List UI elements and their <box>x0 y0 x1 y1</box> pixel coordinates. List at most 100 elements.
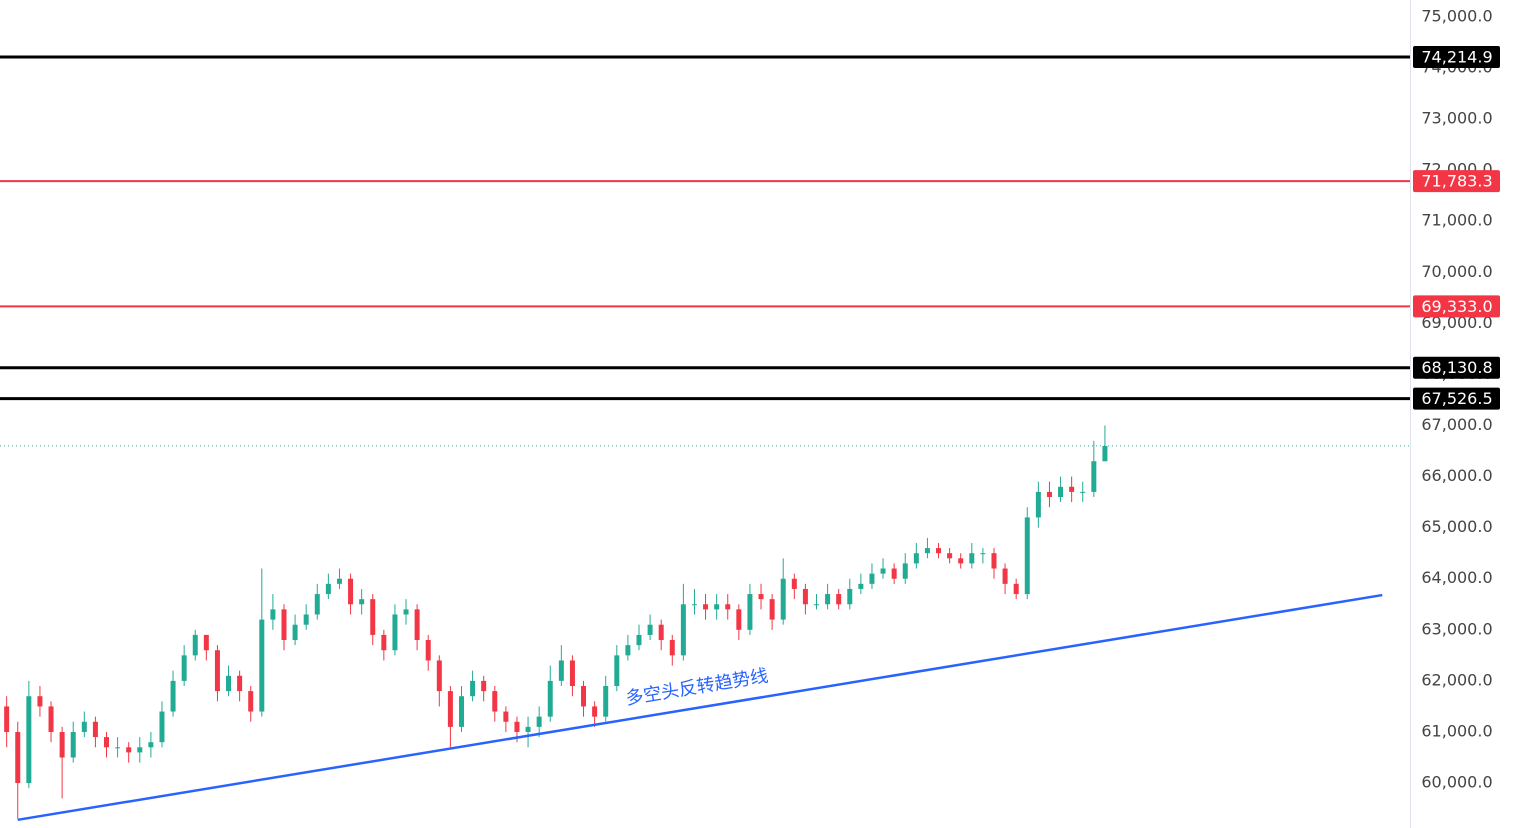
candle-body <box>1058 486 1064 498</box>
y-tick-label: 69,000.0 <box>1421 313 1492 332</box>
candle-body <box>270 609 276 620</box>
level-label-box <box>1413 387 1500 410</box>
candle-body <box>902 563 908 579</box>
candle-body <box>181 655 187 681</box>
candle-body <box>736 609 742 630</box>
candle-body <box>747 594 753 630</box>
candle-body <box>791 578 797 589</box>
candle-body <box>59 731 65 758</box>
y-tick-label: 73,000.0 <box>1421 109 1492 128</box>
y-tick-label: 70,000.0 <box>1421 262 1492 281</box>
level-label-box <box>1413 170 1500 193</box>
candle-body <box>714 604 720 610</box>
level-label-box <box>1413 45 1500 68</box>
candle-body <box>1102 445 1108 462</box>
candle-body <box>924 548 930 554</box>
candle-body <box>481 680 487 692</box>
candle-body <box>680 604 686 656</box>
candle-body <box>636 634 642 646</box>
candle-body <box>447 691 453 727</box>
candle-body <box>348 578 354 605</box>
candle-body <box>92 721 98 738</box>
candle-body <box>259 619 265 712</box>
candle-body <box>137 747 143 753</box>
candle-body <box>581 685 587 707</box>
candle-body <box>414 609 420 641</box>
candle-body <box>103 737 109 748</box>
candle-body <box>625 645 631 656</box>
candle-body <box>126 747 132 753</box>
candle-body <box>558 660 564 681</box>
candle-body <box>536 716 542 727</box>
candle-body <box>947 553 953 559</box>
candle-body <box>226 675 232 692</box>
candle-body <box>813 604 819 606</box>
candle-body <box>425 640 431 661</box>
candle-body <box>980 553 986 555</box>
candle-body <box>292 624 298 641</box>
candle-body <box>1046 491 1052 498</box>
level-label: 69,333.0 <box>1421 297 1492 316</box>
candle-body <box>780 578 786 620</box>
candle-body <box>303 614 309 625</box>
y-tick-label: 67,000.0 <box>1421 415 1492 434</box>
candle-body <box>214 650 220 692</box>
candle-body <box>1080 491 1086 493</box>
candle-body <box>37 696 43 707</box>
candle-body <box>1091 461 1097 492</box>
candle-body <box>4 706 10 732</box>
candle-body <box>503 711 509 722</box>
candle-body <box>958 558 964 564</box>
candle-body <box>825 594 831 605</box>
candle-body <box>159 711 165 743</box>
candle-body <box>758 594 764 600</box>
candle-body <box>891 568 897 579</box>
candle-body <box>769 599 775 620</box>
y-tick-label: 61,000.0 <box>1421 721 1492 740</box>
candle-body <box>15 731 21 784</box>
candle-body <box>969 553 975 564</box>
candle-body <box>192 634 198 656</box>
candle-body <box>70 731 76 758</box>
candle-body <box>26 696 32 784</box>
y-tick-label: 62,000.0 <box>1421 670 1492 689</box>
candle-body <box>470 680 476 697</box>
candle-body <box>658 624 664 641</box>
candle-body <box>48 706 54 732</box>
candle-body <box>81 721 87 732</box>
candle-body <box>115 747 121 749</box>
candle-body <box>237 675 243 692</box>
candle-body <box>248 691 254 712</box>
candle-body <box>836 594 842 605</box>
candle-body <box>647 624 653 635</box>
candle-body <box>336 578 342 584</box>
candle-body <box>880 568 886 574</box>
candle-body <box>436 660 442 692</box>
candle-body <box>203 634 209 651</box>
candle-body <box>392 614 398 651</box>
level-label: 71,783.3 <box>1421 172 1492 191</box>
y-tick-label: 60,000.0 <box>1421 773 1492 792</box>
trend-line <box>17 593 1383 822</box>
candle-body <box>1002 568 1008 584</box>
candle-body <box>458 696 464 727</box>
y-tick-label: 71,000.0 <box>1421 211 1492 230</box>
candle-body <box>802 588 808 605</box>
candle-body <box>492 691 498 712</box>
y-tick-label: 75,000.0 <box>1421 6 1492 25</box>
candle-body <box>514 721 520 732</box>
candle-body <box>325 583 331 595</box>
candle-body <box>614 655 620 686</box>
candle-body <box>370 599 376 635</box>
candle-body <box>525 726 531 732</box>
candle-body <box>281 609 287 641</box>
candle-body <box>170 680 176 712</box>
candle-body <box>847 588 853 605</box>
y-tick-label: 66,000.0 <box>1421 466 1492 485</box>
candle-body <box>725 604 731 610</box>
candle-body <box>359 599 365 605</box>
level-label: 67,526.5 <box>1421 389 1492 408</box>
candle-body <box>148 742 154 748</box>
